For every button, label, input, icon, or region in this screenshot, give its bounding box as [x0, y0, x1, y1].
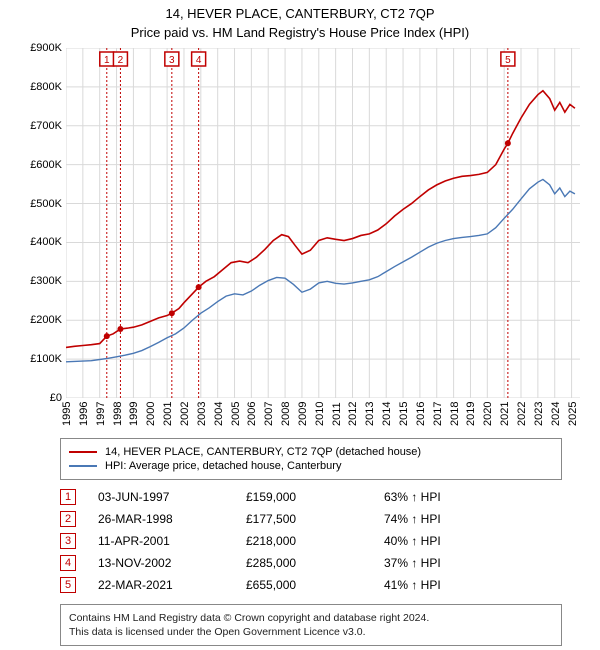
legend-swatch — [69, 465, 97, 467]
row-badge: 5 — [60, 577, 76, 593]
x-tick-label: 2012 — [347, 402, 359, 426]
x-tick-label: 2010 — [314, 402, 326, 426]
x-tick-label: 2014 — [381, 402, 393, 426]
svg-text:2: 2 — [118, 55, 124, 66]
x-tick-label: 1998 — [112, 402, 124, 426]
y-tick-label: £700K — [30, 120, 62, 132]
page-title-2: Price paid vs. HM Land Registry's House … — [0, 25, 600, 40]
row-price: £177,500 — [246, 512, 376, 526]
x-tick-label: 2002 — [179, 402, 191, 426]
svg-text:5: 5 — [505, 55, 511, 66]
row-badge: 2 — [60, 511, 76, 527]
x-tick-label: 2016 — [415, 402, 427, 426]
chart-svg: 12 3 4 5 — [66, 48, 580, 398]
legend-label: 14, HEVER PLACE, CANTERBURY, CT2 7QP (de… — [105, 446, 421, 458]
transactions-table: 1 03-JUN-1997 £159,000 63% ↑ HPI 2 26-MAR-199… — [60, 486, 562, 596]
x-tick-label: 2001 — [162, 402, 174, 426]
x-tick-label: 2015 — [398, 402, 410, 426]
x-tick-label: 2019 — [465, 402, 477, 426]
y-tick-label: £900K — [30, 42, 62, 54]
x-tick-label: 1996 — [78, 402, 90, 426]
row-price: £218,000 — [246, 534, 376, 548]
row-price: £159,000 — [246, 490, 376, 504]
table-row: 2 26-MAR-1998 £177,500 74% ↑ HPI — [60, 508, 562, 530]
y-tick-label: £200K — [30, 314, 62, 326]
footer-line-2: This data is licensed under the Open Gov… — [69, 625, 553, 639]
y-axis-labels: £0£100K£200K£300K£400K£500K£600K£700K£80… — [20, 48, 62, 428]
x-tick-label: 2006 — [246, 402, 258, 426]
row-date: 11-APR-2001 — [84, 534, 238, 548]
row-date: 26-MAR-1998 — [84, 512, 238, 526]
table-row: 4 13-NOV-2002 £285,000 37% ↑ HPI — [60, 552, 562, 574]
row-badge: 1 — [60, 489, 76, 505]
x-tick-label: 2007 — [263, 402, 275, 426]
row-pct: 41% ↑ HPI — [384, 578, 514, 592]
row-date: 03-JUN-1997 — [84, 490, 238, 504]
y-tick-label: £800K — [30, 81, 62, 93]
y-tick-label: £400K — [30, 236, 62, 248]
row-badge: 3 — [60, 533, 76, 549]
x-tick-label: 2021 — [499, 402, 511, 426]
row-price: £655,000 — [246, 578, 376, 592]
y-tick-label: £500K — [30, 198, 62, 210]
svg-text:4: 4 — [196, 55, 202, 66]
table-row: 1 03-JUN-1997 £159,000 63% ↑ HPI — [60, 486, 562, 508]
table-row: 3 11-APR-2001 £218,000 40% ↑ HPI — [60, 530, 562, 552]
x-tick-label: 2025 — [567, 402, 579, 426]
x-tick-label: 2018 — [449, 402, 461, 426]
row-pct: 63% ↑ HPI — [384, 490, 514, 504]
row-price: £285,000 — [246, 556, 376, 570]
row-badge: 4 — [60, 555, 76, 571]
page-title-1: 14, HEVER PLACE, CANTERBURY, CT2 7QP — [0, 6, 600, 21]
x-tick-label: 2008 — [280, 402, 292, 426]
x-tick-label: 1999 — [128, 402, 140, 426]
svg-text:3: 3 — [169, 55, 175, 66]
plot-area: 12 3 4 5 — [66, 48, 580, 398]
y-tick-label: £100K — [30, 353, 62, 365]
x-tick-label: 2011 — [331, 402, 343, 426]
x-tick-label: 2003 — [196, 402, 208, 426]
legend-row: 14, HEVER PLACE, CANTERBURY, CT2 7QP (de… — [69, 445, 553, 459]
x-tick-label: 1997 — [95, 402, 107, 426]
row-pct: 74% ↑ HPI — [384, 512, 514, 526]
x-tick-label: 2024 — [550, 402, 562, 426]
x-tick-label: 2000 — [145, 402, 157, 426]
row-date: 22-MAR-2021 — [84, 578, 238, 592]
svg-text:1: 1 — [104, 55, 110, 66]
x-tick-label: 2020 — [482, 402, 494, 426]
legend-label: HPI: Average price, detached house, Cant… — [105, 460, 341, 472]
x-tick-label: 2005 — [230, 402, 242, 426]
table-row: 5 22-MAR-2021 £655,000 41% ↑ HPI — [60, 574, 562, 596]
legend-row: HPI: Average price, detached house, Cant… — [69, 459, 553, 473]
row-pct: 40% ↑ HPI — [384, 534, 514, 548]
y-tick-label: £300K — [30, 275, 62, 287]
x-tick-label: 1995 — [61, 402, 73, 426]
row-date: 13-NOV-2002 — [84, 556, 238, 570]
x-axis-labels: 1995199619971998199920002001200220032004… — [66, 398, 580, 428]
footer-line-1: Contains HM Land Registry data © Crown c… — [69, 611, 553, 625]
x-tick-label: 2009 — [297, 402, 309, 426]
x-tick-label: 2023 — [533, 402, 545, 426]
footer-attribution: Contains HM Land Registry data © Crown c… — [60, 604, 562, 646]
legend-swatch — [69, 451, 97, 453]
x-tick-label: 2022 — [516, 402, 528, 426]
y-tick-label: £600K — [30, 159, 62, 171]
x-tick-label: 2004 — [213, 402, 225, 426]
chart-container: £0£100K£200K£300K£400K£500K£600K£700K£80… — [20, 48, 580, 428]
x-tick-label: 2013 — [364, 402, 376, 426]
x-tick-label: 2017 — [432, 402, 444, 426]
legend: 14, HEVER PLACE, CANTERBURY, CT2 7QP (de… — [60, 438, 562, 480]
row-pct: 37% ↑ HPI — [384, 556, 514, 570]
